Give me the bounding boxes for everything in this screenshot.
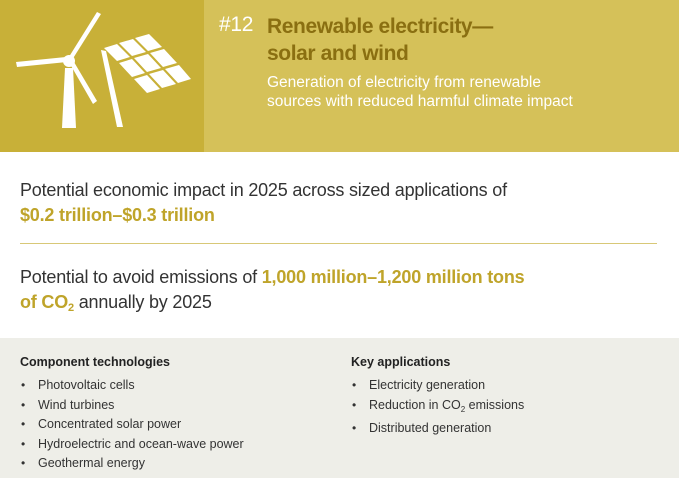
list-item: • Geothermal energy [20,454,320,474]
bullet-icon: • [21,456,26,470]
economic-impact-text: Potential economic impact in 2025 across… [20,180,507,200]
bullet-icon: • [21,397,26,412]
economic-impact-stat: Potential economic impact in 2025 across… [20,178,660,228]
list-item-label: Wind turbines [38,397,115,412]
list-item-label: Hydroelectric and ocean-wave power [38,436,244,451]
details-panel: Component technologies • Photovoltaic cel… [0,338,679,478]
key-applications-list: • Electricity generation • Reduction in CO… [351,376,651,439]
economic-impact-value: $0.2 trillion–$0.3 trillion [20,205,215,225]
bullet-icon: • [352,397,357,412]
page-title: Renewable electricity— solar and wind [267,13,647,67]
wind-turbine-icon [16,12,101,128]
page-subtitle: Generation of electricity from renewable… [267,73,667,111]
emissions-suffix: annually by 2025 [73,292,212,312]
list-item: • Concentrated solar power [20,415,320,435]
key-applications-section: Key applications • Electricity generation… [351,355,651,439]
list-item-label: Concentrated solar power [38,417,182,431]
emissions-prefix: Potential to avoid emissions of [20,267,262,287]
title-line-1: Renewable electricity— [267,15,493,38]
list-item-label: Electricity generation [369,378,486,392]
bullet-icon: • [21,436,26,451]
bullet-icon: • [21,378,26,392]
list-item: • Reduction in CO2 emissions [351,396,651,420]
list-item: • Wind turbines [20,396,320,416]
key-applications-heading: Key applications [351,355,451,369]
title-line-2: solar and wind [267,42,409,65]
list-item-label: Geothermal energy [38,456,146,470]
list-item: • Photovoltaic cells [20,376,320,396]
list-item: • Hydroelectric and ocean-wave power [20,435,320,455]
solar-panel-icon [101,34,191,127]
co2-item-prefix: Reduction in CO [369,397,461,412]
divider [20,243,657,244]
emissions-value: 1,000 million–1,200 million tons [261,267,525,287]
bullet-icon: • [352,421,357,435]
list-item-label: Photovoltaic cells [38,378,135,392]
renewables-illustration [16,12,191,128]
list-item-label: Distributed generation [369,421,492,435]
infographic-number: #12 [219,13,254,36]
list-item: • Distributed generation [351,419,651,439]
component-technologies-heading: Component technologies [20,355,170,369]
subtitle-line-1: Generation of electricity from renewable [267,74,541,91]
bullet-icon: • [21,417,26,431]
bullet-icon: • [352,378,357,392]
co2-item-suffix: emissions [465,397,525,412]
emissions-co2-subscript: 2 [68,302,74,314]
header-banner: #12 Renewable electricity— solar and win… [0,0,679,152]
emissions-of-co: of CO [20,292,68,312]
icon-panel [0,0,204,152]
list-item: • Electricity generation [351,376,651,396]
subtitle-line-2: sources with reduced harmful climate imp… [267,93,573,110]
emissions-stat: Potential to avoid emissions of 1,000 mi… [20,265,660,321]
co2-item-subscript: 2 [460,404,466,414]
component-technologies-list: • Photovoltaic cells • Wind turbines • Conc… [20,376,320,474]
component-technologies-section: Component technologies • Photovoltaic cel… [20,355,320,474]
